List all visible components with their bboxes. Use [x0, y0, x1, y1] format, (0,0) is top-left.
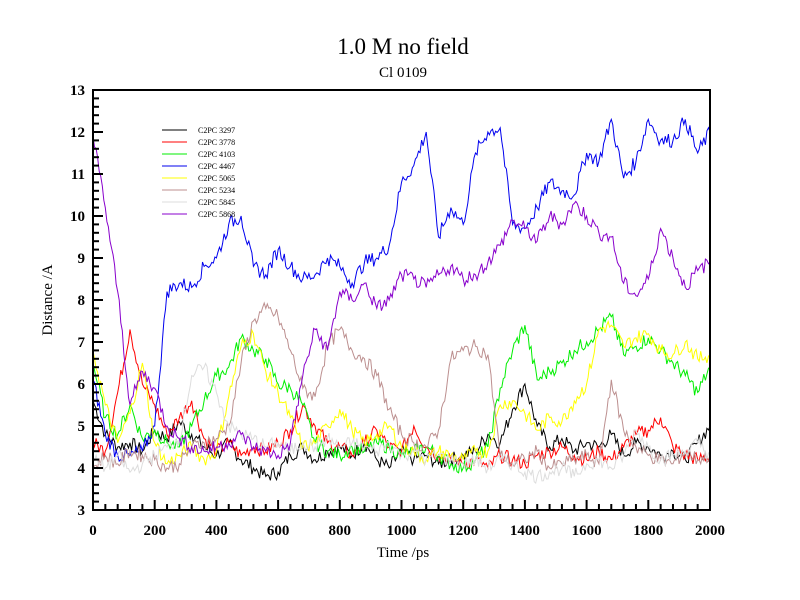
legend-label: C2PC 4467	[198, 162, 235, 171]
y-axis-label: Distance /A	[40, 264, 56, 335]
x-tick-label: 1800	[633, 523, 663, 539]
series-line-6	[92, 301, 711, 474]
legend-label: C2PC 5065	[198, 174, 235, 183]
y-tick-label: 13	[70, 83, 85, 99]
plot-lines	[92, 117, 711, 485]
y-tick-label: 12	[70, 125, 85, 141]
x-axis-label: Time /ps	[377, 545, 430, 561]
x-tick-labels: 0 200 400 600 800 1000 1200 1400 1600 1800 2000	[89, 523, 725, 539]
chart-subtitle: Cl 0109	[379, 65, 427, 81]
series-line-8	[92, 136, 711, 460]
x-tick-label: 1200	[448, 523, 478, 539]
legend-label: C2PC 5845	[198, 198, 235, 207]
x-tick-label: 2000	[695, 523, 725, 539]
legend-label: C2PC 3778	[198, 138, 235, 147]
y-tick-labels: 3 4 5 6 7 8 9 10 11 12 13	[70, 83, 86, 519]
series-line-5	[92, 320, 711, 466]
chart-title: 1.0 M no field	[337, 34, 469, 59]
x-tick-label: 1400	[510, 523, 540, 539]
y-tick-label: 11	[71, 167, 85, 183]
y-tick-label: 7	[78, 335, 86, 351]
x-tick-label: 1000	[387, 523, 417, 539]
legend-label: C2PC 4103	[198, 150, 235, 159]
x-tick-label: 400	[205, 523, 228, 539]
x-tick-label: 1600	[572, 523, 602, 539]
series-line-7	[92, 362, 711, 485]
x-tick-label: 600	[267, 523, 290, 539]
y-tick-label: 10	[70, 209, 85, 225]
y-tick-label: 9	[78, 251, 86, 267]
y-tick-label: 3	[78, 503, 86, 519]
legend-label: C2PC 5234	[198, 186, 235, 195]
series-line-4	[92, 117, 711, 463]
axis-ticks	[92, 89, 711, 511]
x-tick-label: 800	[329, 523, 352, 539]
y-tick-label: 4	[78, 461, 86, 477]
legend-label: C2PC 3297	[198, 126, 235, 135]
legend-label: C2PC 5868	[198, 210, 235, 219]
legend: C2PC 3297 C2PC 3778 C2PC 4103 C2PC 4467 C2PC…	[162, 126, 235, 219]
y-tick-label: 6	[78, 377, 86, 393]
x-tick-label: 0	[89, 523, 97, 539]
y-tick-label: 8	[78, 293, 86, 309]
x-tick-label: 200	[143, 523, 166, 539]
y-tick-label: 5	[78, 419, 86, 435]
